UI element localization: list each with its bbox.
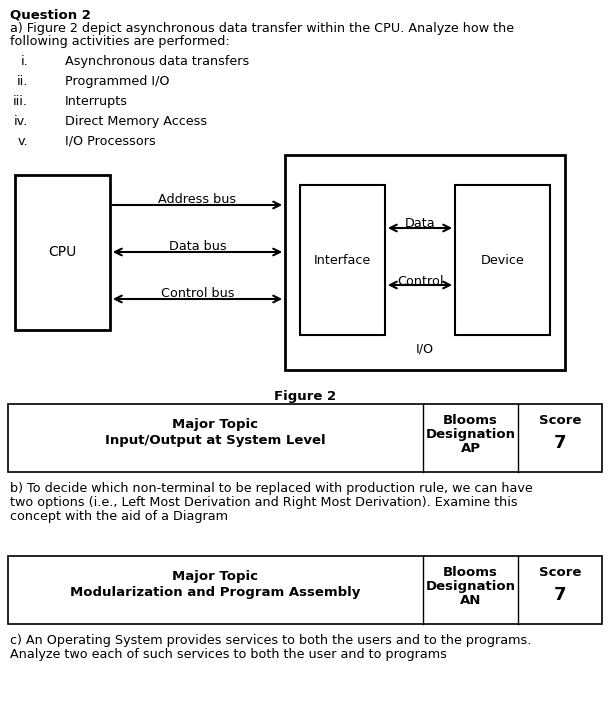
Text: AN: AN [460, 594, 481, 607]
Text: Designation: Designation [426, 580, 515, 593]
Bar [300, 185, 385, 335]
Text: iii.: iii. [13, 95, 28, 108]
Bar [285, 155, 565, 370]
Text: iv.: iv. [14, 115, 28, 128]
Text: Interface: Interface [314, 254, 371, 267]
Text: b) To decide which non-terminal to be replaced with production rule, we can have: b) To decide which non-terminal to be re… [10, 482, 533, 495]
Bar [455, 185, 550, 335]
Text: i.: i. [20, 55, 28, 68]
Text: 7: 7 [554, 586, 566, 604]
Text: Asynchronous data transfers: Asynchronous data transfers [65, 55, 249, 68]
Text: Data bus: Data bus [169, 240, 226, 253]
Text: Device: Device [481, 254, 525, 267]
Text: Control bus: Control bus [161, 287, 234, 300]
Text: two options (i.e., Left Most Derivation and Right Most Derivation). Examine this: two options (i.e., Left Most Derivation … [10, 496, 518, 509]
Text: I/O Processors: I/O Processors [65, 135, 156, 148]
Text: v.: v. [17, 135, 28, 148]
Text: Major Topic: Major Topic [173, 570, 259, 583]
Text: Direct Memory Access: Direct Memory Access [65, 115, 207, 128]
Text: Blooms: Blooms [443, 566, 498, 579]
Text: c) An Operating System provides services to both the users and to the programs.: c) An Operating System provides services… [10, 634, 531, 647]
Text: Major Topic: Major Topic [173, 418, 259, 431]
Text: I/O: I/O [416, 342, 434, 355]
Text: Analyze two each of such services to both the user and to programs: Analyze two each of such services to bot… [10, 648, 447, 661]
Text: Input/Output at System Level: Input/Output at System Level [105, 434, 326, 447]
Text: Address bus: Address bus [159, 193, 237, 206]
Text: Score: Score [539, 414, 581, 427]
Text: Designation: Designation [426, 428, 515, 441]
Text: Interrupts: Interrupts [65, 95, 128, 108]
Bar [8, 556, 602, 624]
Text: ii.: ii. [16, 75, 28, 88]
Text: Figure 2: Figure 2 [274, 390, 336, 403]
Text: Modularization and Program Assembly: Modularization and Program Assembly [70, 586, 361, 599]
Text: 7: 7 [554, 434, 566, 452]
Text: a) Figure 2 depict asynchronous data transfer within the CPU. Analyze how the: a) Figure 2 depict asynchronous data tra… [10, 22, 514, 35]
Text: following activities are performed:: following activities are performed: [10, 35, 230, 48]
Text: Blooms: Blooms [443, 414, 498, 427]
Bar [15, 175, 110, 330]
Text: Control: Control [396, 275, 443, 288]
Text: Data: Data [404, 217, 436, 230]
Text: Score: Score [539, 566, 581, 579]
Bar [8, 404, 602, 472]
Text: AP: AP [461, 442, 481, 455]
Text: CPU: CPU [48, 245, 77, 260]
Text: Question 2: Question 2 [10, 8, 91, 21]
Text: concept with the aid of a Diagram: concept with the aid of a Diagram [10, 510, 228, 523]
Text: Programmed I/O: Programmed I/O [65, 75, 170, 88]
